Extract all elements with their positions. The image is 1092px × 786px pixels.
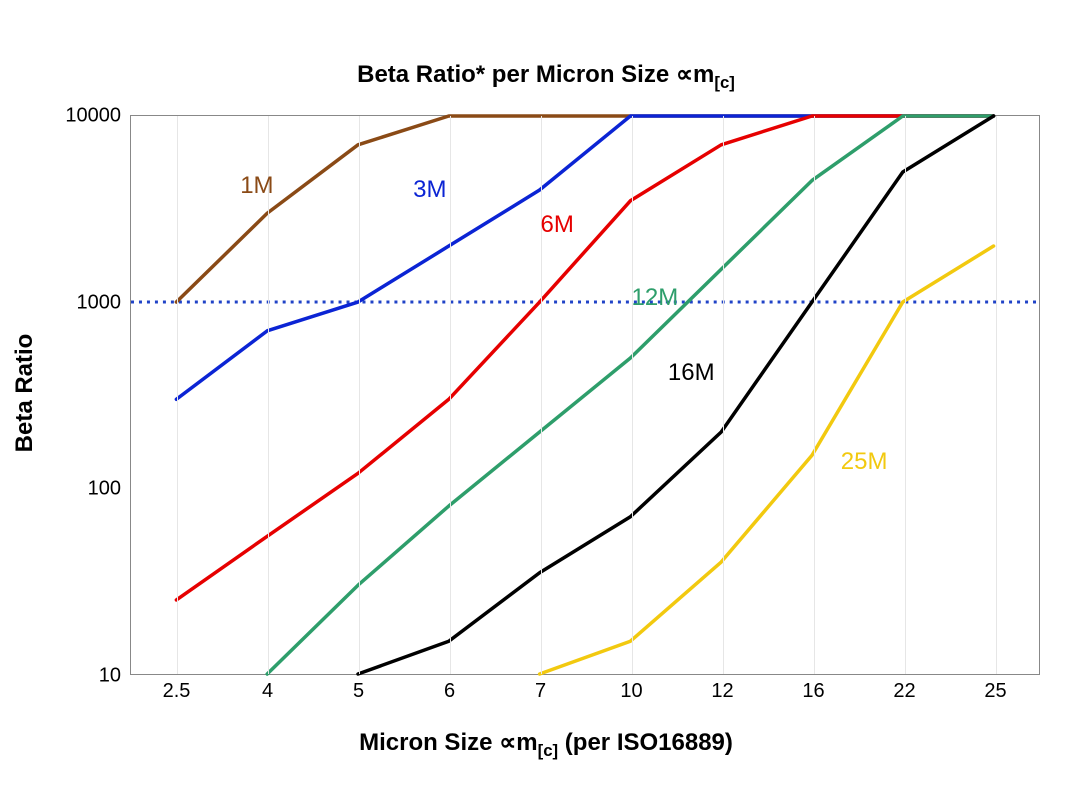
xlabel-sub: [c] <box>538 741 559 760</box>
xlabel-prefix: Micron Size <box>359 729 499 756</box>
title-text: Beta Ratio* per Micron Size <box>357 61 676 88</box>
y-tick-label: 10000 <box>65 105 121 128</box>
vgrid-line <box>177 116 178 674</box>
x-tick-label: 2.5 <box>163 680 191 703</box>
vgrid-line <box>814 116 815 674</box>
x-tick-label: 6 <box>444 680 455 703</box>
xlabel-suffix: (per ISO16889) <box>558 729 733 756</box>
vgrid-line <box>450 116 451 674</box>
title-symbol: ∝ <box>676 61 693 88</box>
vgrid-line <box>905 116 906 674</box>
series-label-6M: 6M <box>541 211 574 239</box>
series-label-1M: 1M <box>240 172 273 200</box>
y-tick-label: 10 <box>99 665 121 688</box>
x-axis-label: Micron Size ∝m[c] (per ISO16889) <box>0 728 1092 761</box>
x-tick-label: 10 <box>620 680 642 703</box>
x-tick-label: 16 <box>802 680 824 703</box>
x-tick-label: 7 <box>535 680 546 703</box>
vgrid-line <box>996 116 997 674</box>
y-tick-label: 1000 <box>77 291 122 314</box>
y-tick-label: 100 <box>88 478 121 501</box>
chart-title: Beta Ratio* per Micron Size ∝m[c] <box>0 60 1092 93</box>
series-label-25M: 25M <box>841 448 888 476</box>
vgrid-line <box>632 116 633 674</box>
series-line-25M <box>540 246 994 674</box>
vgrid-line <box>359 116 360 674</box>
x-tick-label: 5 <box>353 680 364 703</box>
xlabel-unit: m <box>516 729 537 756</box>
x-tick-label: 22 <box>893 680 915 703</box>
chart-container: Beta Ratio* per Micron Size ∝m[c] Beta R… <box>0 0 1092 786</box>
vgrid-line <box>723 116 724 674</box>
series-label-16M: 16M <box>668 359 715 387</box>
y-axis-label: Beta Ratio <box>11 334 39 453</box>
title-unit: m <box>693 61 714 88</box>
plot-area: 2.545671012162225101001000100001M3M6M12M… <box>130 115 1040 675</box>
x-tick-label: 12 <box>711 680 733 703</box>
x-tick-label: 25 <box>984 680 1006 703</box>
vgrid-line <box>541 116 542 674</box>
xlabel-symbol: ∝ <box>499 729 516 756</box>
x-tick-label: 4 <box>262 680 273 703</box>
series-line-1M <box>176 116 993 302</box>
title-sub: [c] <box>714 73 735 92</box>
series-label-3M: 3M <box>413 176 446 204</box>
series-label-12M: 12M <box>632 284 679 312</box>
